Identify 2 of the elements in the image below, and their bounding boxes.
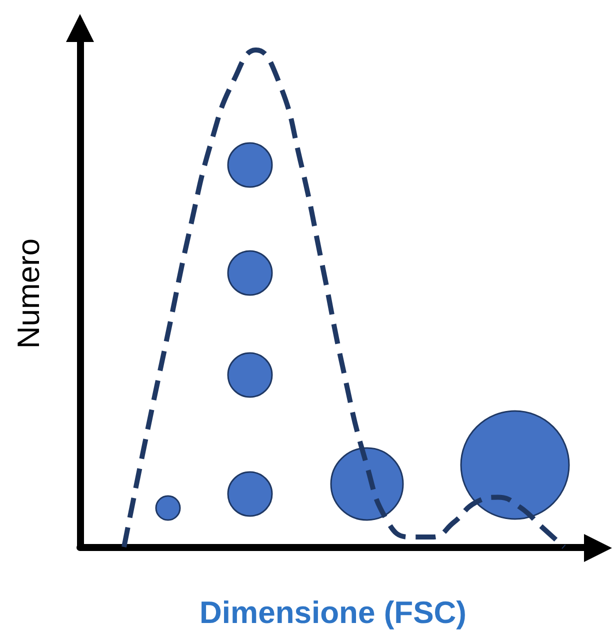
x-axis-title: Dimensione (FSC) xyxy=(200,595,466,630)
y-axis-title: Numero xyxy=(11,238,46,349)
